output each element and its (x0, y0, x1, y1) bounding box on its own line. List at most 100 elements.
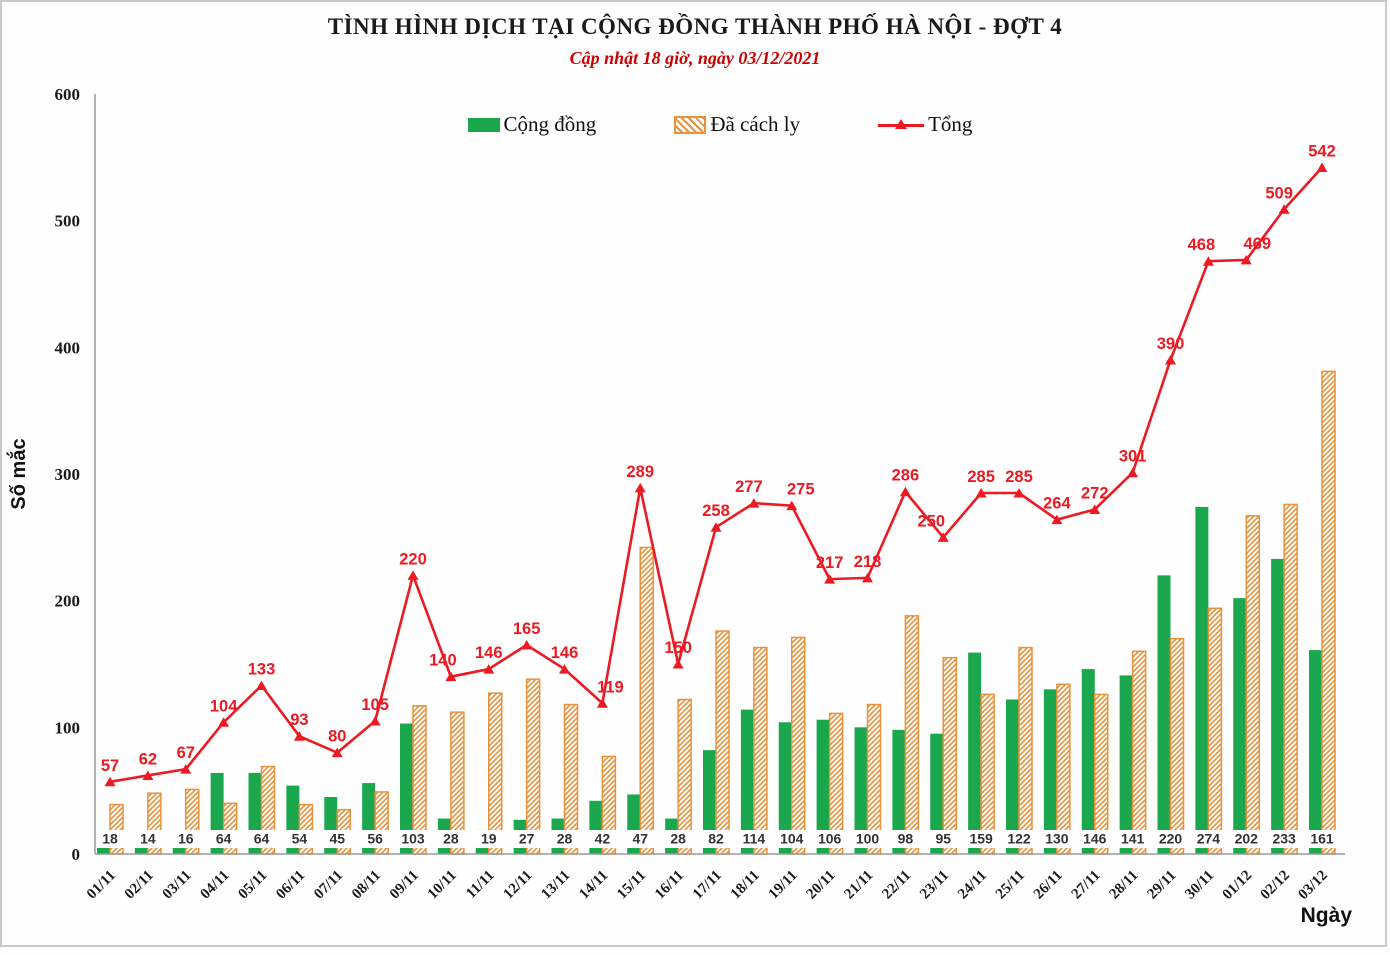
y-tick-labels: 0 100 200 300 400 500 600 (55, 85, 81, 864)
total-value-label: 390 (1157, 335, 1185, 353)
x-tick-label: 24/11 (955, 868, 990, 903)
value-label-box (585, 830, 619, 848)
total-marker (672, 659, 684, 669)
total-value-label: 277 (735, 478, 763, 496)
community-bar (1119, 675, 1133, 854)
total-marker (1013, 488, 1025, 498)
x-tick-label: 04/11 (198, 868, 233, 903)
value-label-box (1191, 830, 1225, 848)
y-tick-label: 500 (55, 212, 81, 231)
quarantine-bar (1283, 503, 1298, 855)
value-label-box (1267, 830, 1301, 848)
value-label-box (1154, 830, 1187, 848)
community-value-label: 106 (818, 831, 842, 847)
community-value-label: 95 (935, 831, 951, 847)
total-value-label: 301 (1119, 448, 1147, 466)
green-bar-swatch-icon (467, 117, 500, 132)
quarantine-bar (715, 630, 730, 855)
total-value-label: 220 (399, 550, 427, 568)
value-label-box (245, 830, 278, 848)
x-tick-label: 02/11 (122, 868, 157, 903)
total-value-label: 217 (816, 554, 844, 572)
value-label-box (1229, 830, 1263, 848)
value-label-box (207, 830, 241, 848)
community-bar (1195, 506, 1209, 854)
quarantine-bar (525, 678, 541, 855)
value-label-box (93, 830, 127, 848)
legend-label: Đã cách ly (710, 112, 801, 136)
community-value-label: 19 (481, 831, 497, 847)
total-value-label: 250 (917, 512, 945, 530)
chart-title: TÌNH HÌNH DỊCH TẠI CỘNG ĐỒNG THÀNH PHỐ H… (327, 14, 1063, 39)
x-tick-label: 30/11 (1182, 868, 1217, 903)
quarantine-bar (791, 636, 806, 855)
value-label-box (510, 830, 544, 848)
total-value-label: 289 (626, 463, 654, 481)
total-value-label: 272 (1081, 484, 1109, 502)
community-value-label: 98 (898, 831, 914, 847)
value-label-box (472, 830, 506, 848)
community-value-label: 141 (1121, 831, 1145, 847)
community-value-label: 42 (595, 831, 611, 847)
x-tick-label: 11/11 (463, 868, 497, 902)
total-marker (1278, 204, 1290, 214)
total-marker (559, 664, 570, 674)
community-value-label: 100 (856, 831, 880, 847)
total-value-label: 258 (702, 502, 730, 520)
quarantine-bar (1245, 515, 1260, 855)
value-label-box (737, 830, 771, 848)
value-label-box (813, 830, 847, 848)
total-value-label: 105 (361, 696, 389, 714)
value-label-box (699, 830, 733, 848)
total-value-label: 509 (1265, 184, 1293, 202)
red-line-swatch-icon (878, 118, 925, 132)
chart-subtitle: Cập nhật 18 giờ, ngày 03/12/2021 (569, 48, 821, 68)
community-value-label: 64 (254, 831, 270, 847)
community-value-label: 14 (140, 831, 156, 847)
total-value-label: 146 (475, 644, 503, 662)
value-label-box (926, 830, 960, 848)
total-marker (710, 522, 722, 532)
total-value-label: 62 (139, 750, 157, 768)
quarantine-bar (1207, 607, 1223, 855)
x-tick-label: 02/12 (1257, 868, 1292, 903)
community-bar (968, 652, 982, 854)
x-tick-label: 03/12 (1295, 868, 1330, 903)
community-bar (1271, 558, 1285, 854)
x-tick-label: 18/11 (728, 868, 763, 903)
community-bar (930, 733, 944, 854)
value-label-box (1305, 830, 1339, 848)
value-label-box (1002, 830, 1036, 848)
total-value-label: 150 (664, 639, 692, 657)
community-value-label: 274 (1197, 831, 1221, 847)
total-value-label: 67 (177, 744, 195, 762)
hatched-bar-swatch-icon (674, 115, 707, 134)
total-marker (483, 664, 495, 674)
quarantine-bar (1169, 637, 1185, 855)
legend-item-total: Tổng (878, 112, 972, 137)
value-label-box (434, 830, 468, 848)
community-value-label: 27 (519, 831, 535, 847)
x-tick-label: 05/11 (235, 868, 270, 903)
quarantine-bar (1131, 650, 1147, 855)
community-value-label: 104 (780, 831, 804, 847)
community-value-label: 54 (292, 831, 308, 847)
community-bar (892, 729, 906, 854)
community-bar (816, 719, 830, 854)
community-value-label: 45 (329, 831, 345, 847)
total-markers (104, 162, 1328, 787)
quarantine-bar (904, 615, 920, 855)
total-marker (1165, 355, 1176, 365)
x-tick-label: 25/11 (993, 868, 1028, 903)
x-tick-label: 12/11 (501, 868, 536, 903)
legend: Cộng đồng Đã cách ly Tổng (95, 112, 1345, 137)
legend-label: Tổng (928, 112, 973, 136)
community-bar (740, 709, 754, 854)
y-tick-label: 600 (55, 85, 81, 104)
x-tick-label: 20/11 (804, 868, 839, 903)
community-bar (1309, 650, 1322, 854)
community-value-label: 47 (632, 831, 648, 847)
total-value-label: 165 (513, 620, 541, 638)
value-label-box (623, 830, 657, 848)
